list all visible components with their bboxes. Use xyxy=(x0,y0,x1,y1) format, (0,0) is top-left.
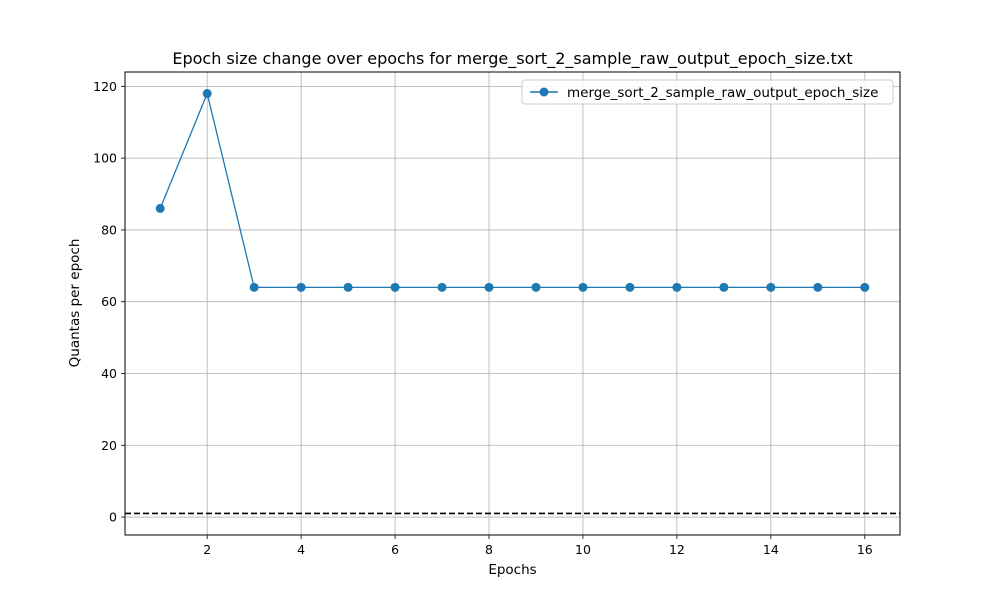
y-tick-label: 60 xyxy=(101,294,117,309)
data-point xyxy=(343,282,353,292)
plot-frame xyxy=(124,71,901,536)
series-line xyxy=(159,91,865,289)
data-point xyxy=(813,282,823,292)
data-point xyxy=(249,282,259,292)
legend-entry-label: merge_sort_2_sample_raw_output_epoch_siz… xyxy=(567,85,878,101)
data-point xyxy=(672,282,682,292)
y-tick-label: 40 xyxy=(101,366,117,381)
y-axis-label: Quantas per epoch xyxy=(67,239,83,368)
x-tick-label: 16 xyxy=(857,542,873,557)
x-tick-label: 4 xyxy=(297,542,305,557)
data-point xyxy=(625,282,635,292)
y-tick-label: 120 xyxy=(93,79,117,94)
data-point xyxy=(296,282,306,292)
data-point xyxy=(155,203,165,213)
series-layer xyxy=(155,89,870,292)
data-point xyxy=(484,282,494,292)
legend-box xyxy=(521,79,894,105)
data-point xyxy=(719,282,729,292)
x-tick-label: 12 xyxy=(669,542,685,557)
x-tick-label: 6 xyxy=(391,542,399,557)
data-point xyxy=(578,282,588,292)
tick-layer: 2 4 6 8 10 12 14 16 0 20 40 60 80 100 120 xyxy=(93,79,873,557)
legend: merge_sort_2_sample_raw_output_epoch_siz… xyxy=(521,79,894,105)
x-tick-label: 10 xyxy=(575,542,591,557)
x-tick-label: 14 xyxy=(763,542,779,557)
chart-title: Epoch size change over epochs for merge_… xyxy=(172,49,852,69)
data-point xyxy=(437,282,447,292)
x-tick-label: 8 xyxy=(485,542,493,557)
x-axis-label: Epochs xyxy=(488,562,536,578)
y-tick-label: 20 xyxy=(101,438,117,453)
data-point xyxy=(390,282,400,292)
y-tick-label: 100 xyxy=(93,151,117,166)
x-tick-label: 2 xyxy=(203,542,211,557)
data-point xyxy=(531,282,541,292)
legend-marker-sample xyxy=(539,87,549,97)
data-point xyxy=(202,89,212,99)
data-point xyxy=(766,282,776,292)
y-tick-label: 80 xyxy=(101,222,117,237)
data-point xyxy=(860,282,870,292)
grid-layer xyxy=(125,72,900,535)
y-tick-label: 0 xyxy=(109,510,117,525)
